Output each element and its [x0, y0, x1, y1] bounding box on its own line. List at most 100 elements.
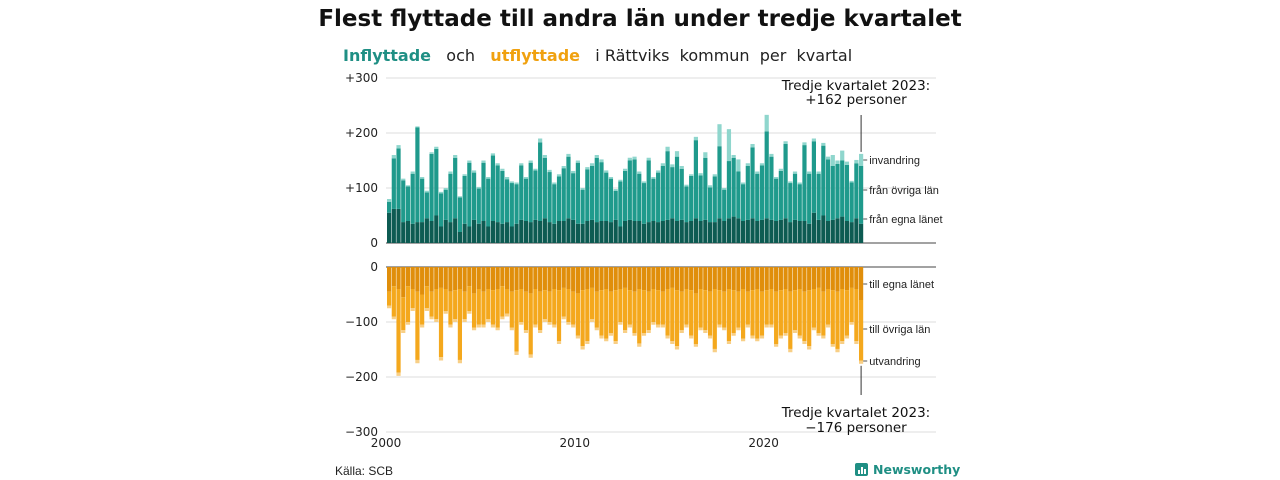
bar-outflow-own: [825, 267, 831, 289]
bar-inflow-immigration: [613, 189, 618, 191]
bar-inflow-own: [679, 219, 684, 243]
bar-inflow-immigration: [637, 171, 642, 174]
bar-outflow-own: [755, 267, 760, 289]
bar-outflow-emigration: [585, 341, 590, 344]
subtitle-and-word: och: [446, 46, 476, 65]
bar-outflow-own: [448, 267, 453, 292]
bar-inflow-immigration: [764, 114, 769, 132]
bar-outflow-emigration: [854, 341, 859, 344]
bar-outflow-emigration: [462, 319, 467, 322]
bar-inflow-immigration: [670, 164, 675, 168]
bar-outflow-other: [443, 289, 448, 311]
bar-outflow-emigration: [840, 341, 845, 344]
bar-inflow-immigration: [566, 153, 571, 157]
bar-outflow-other: [438, 287, 444, 358]
bar-inflow-immigration: [509, 181, 514, 184]
bar-inflow-immigration: [571, 170, 576, 174]
bar-inflow-own: [670, 218, 675, 243]
bar-outflow-own: [750, 267, 755, 291]
bar-inflow-immigration: [538, 138, 543, 143]
bar-inflow-own: [684, 222, 689, 243]
bar-inflow-other: [674, 156, 680, 221]
bar-inflow-own: [552, 223, 557, 243]
bar-outflow-emigration: [641, 333, 647, 336]
bar-inflow-own: [589, 219, 595, 243]
bar-inflow-other: [599, 162, 604, 221]
bar-outflow-own: [807, 267, 812, 291]
bar-outflow-own: [391, 267, 396, 287]
bar-inflow-own: [759, 219, 765, 243]
bar-inflow-immigration: [585, 167, 590, 170]
bar-outflow-emigration: [533, 324, 538, 328]
bar-outflow-own: [623, 267, 628, 288]
bar-inflow-immigration: [448, 171, 453, 174]
bar-outflow-emigration: [471, 327, 477, 331]
bar-inflow-immigration: [698, 173, 703, 176]
bar-outflow-emigration: [429, 316, 434, 320]
bar-outflow-own: [585, 267, 590, 289]
bar-outflow-other: [802, 291, 807, 342]
bar-inflow-other: [566, 156, 571, 219]
bar-outflow-own: [575, 267, 580, 294]
bar-inflow-immigration: [438, 191, 444, 194]
bar-outflow-own: [434, 267, 439, 289]
bar-inflow-immigration: [443, 188, 448, 190]
bar-outflow-own: [854, 267, 859, 289]
bar-outflow-emigration: [424, 308, 429, 311]
bar-outflow-other: [632, 291, 637, 333]
bar-outflow-other: [514, 290, 519, 352]
bar-outflow-other: [401, 297, 406, 331]
bar-inflow-other: [783, 144, 788, 219]
bar-inflow-immigration: [717, 124, 722, 147]
bar-inflow-immigration: [830, 155, 835, 166]
bar-outflow-own: [774, 267, 779, 292]
bar-inflow-own: [788, 222, 793, 243]
bar-inflow-own: [613, 219, 618, 243]
bar-outflow-other: [840, 289, 845, 342]
bar-outflow-own: [552, 267, 557, 289]
bar-inflow-immigration: [741, 182, 746, 185]
bar-outflow-own: [764, 267, 769, 291]
bar-outflow-other: [424, 286, 429, 309]
bar-inflow-immigration: [434, 146, 439, 149]
bar-inflow-other: [750, 147, 755, 219]
bar-outflow-other: [571, 291, 576, 325]
subtitle-outflow-word: utflyttade: [490, 46, 581, 65]
bar-inflow-other: [613, 190, 618, 220]
bar-inflow-own: [561, 221, 566, 243]
bar-outflow-own: [835, 267, 840, 292]
bar-outflow-other: [698, 289, 703, 328]
bar-inflow-own: [778, 219, 783, 243]
bar-outflow-own: [599, 267, 604, 291]
bar-inflow-immigration: [594, 155, 599, 158]
bar-inflow-own: [844, 221, 850, 243]
bar-outflow-own: [405, 267, 411, 287]
bar-outflow-other: [665, 289, 670, 336]
bar-inflow-own: [698, 221, 703, 243]
bar-outflow-own: [830, 267, 835, 291]
stack-label-out: utvandring: [869, 356, 920, 368]
bar-outflow-own: [840, 267, 845, 289]
bar-inflow-immigration: [556, 174, 562, 177]
bar-outflow-emigration: [561, 316, 566, 320]
bar-inflow-own: [854, 218, 859, 243]
bar-outflow-other: [712, 289, 717, 349]
bar-inflow-other: [840, 160, 845, 217]
bar-inflow-immigration: [750, 144, 755, 148]
bar-inflow-other: [547, 172, 552, 223]
bar-outflow-emigration: [500, 316, 505, 320]
bar-inflow-own: [627, 219, 632, 243]
bar-inflow-immigration: [656, 170, 661, 173]
bar-inflow-own: [769, 219, 774, 243]
bar-outflow-own: [457, 267, 462, 289]
bar-inflow-other: [726, 161, 732, 219]
bar-outflow-other: [731, 290, 736, 333]
bar-outflow-other: [613, 290, 618, 342]
bar-outflow-emigration: [387, 305, 392, 309]
bar-outflow-other: [391, 286, 396, 317]
bar-outflow-own: [722, 267, 727, 292]
bar-inflow-own: [453, 218, 458, 243]
bar-outflow-emigration: [594, 327, 599, 331]
bar-outflow-own: [726, 267, 732, 289]
bar-inflow-other: [585, 169, 590, 221]
